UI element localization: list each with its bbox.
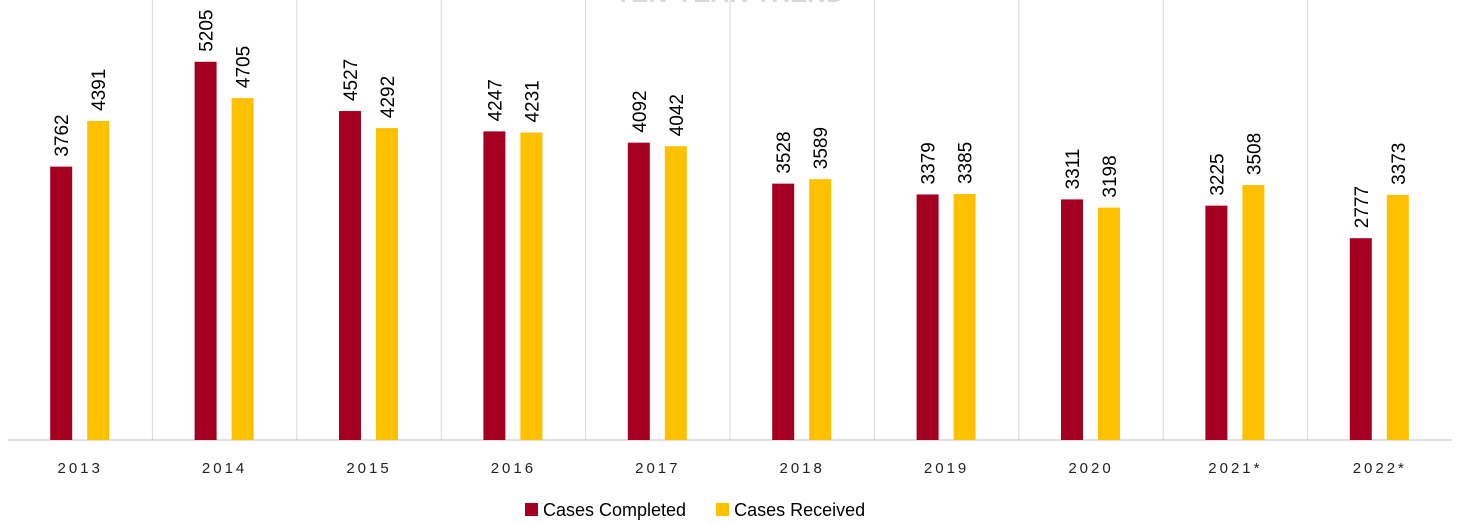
value-label: 5205 [197,9,218,51]
x-tick-label: 2016 [491,460,536,477]
value-label: 4247 [485,79,506,121]
bar [1098,207,1120,440]
x-tick-label: 2020 [1068,460,1113,477]
bar [916,194,939,440]
bar [50,166,73,441]
x-tick-label: 2022* [1353,460,1407,477]
value-label: 2777 [1352,186,1373,228]
value-label: 4527 [341,59,362,101]
bar [664,146,687,441]
bar [1205,205,1228,440]
value-label: 4292 [378,76,399,118]
x-tick-label: 2014 [202,460,247,477]
x-tick-label: 2019 [924,460,969,477]
value-label: 3373 [1389,143,1410,185]
value-label: 3385 [956,142,977,184]
bar [231,98,254,440]
bar [1386,194,1409,440]
x-tick-label: 2021* [1208,460,1262,477]
bar [772,183,795,440]
value-label: 4092 [630,90,651,132]
value-label: 3379 [919,142,940,184]
value-label: 4042 [667,94,688,136]
bar [87,120,110,441]
value-label: 3589 [811,127,832,169]
value-label: 3311 [1063,149,1084,190]
legend-swatch [525,503,538,516]
x-tick-label: 2013 [58,460,103,477]
value-label: 3528 [774,131,795,173]
bar [1061,199,1083,440]
value-label: 3762 [52,114,73,156]
bar [194,61,217,441]
x-tick-label: 2017 [635,460,680,477]
bar [953,194,976,440]
value-label: 3508 [1244,133,1265,175]
bar [1242,185,1265,440]
bar [376,128,398,440]
bar [1349,238,1372,440]
legend-label: Cases Completed [543,500,686,520]
value-label: 3225 [1207,153,1228,195]
legend-swatch [716,503,730,516]
value-label: 4705 [234,46,255,88]
bar [339,111,361,441]
value-label: 3198 [1100,155,1121,197]
bar [809,179,832,440]
x-tick-label: 2015 [346,460,391,477]
value-label: 4391 [89,69,110,111]
x-tick-label: 2018 [780,460,825,477]
value-label: 4231 [522,80,543,122]
legend-label: Cases Received [734,500,865,520]
bar [627,142,650,440]
bar [520,132,543,440]
bar [483,131,506,440]
